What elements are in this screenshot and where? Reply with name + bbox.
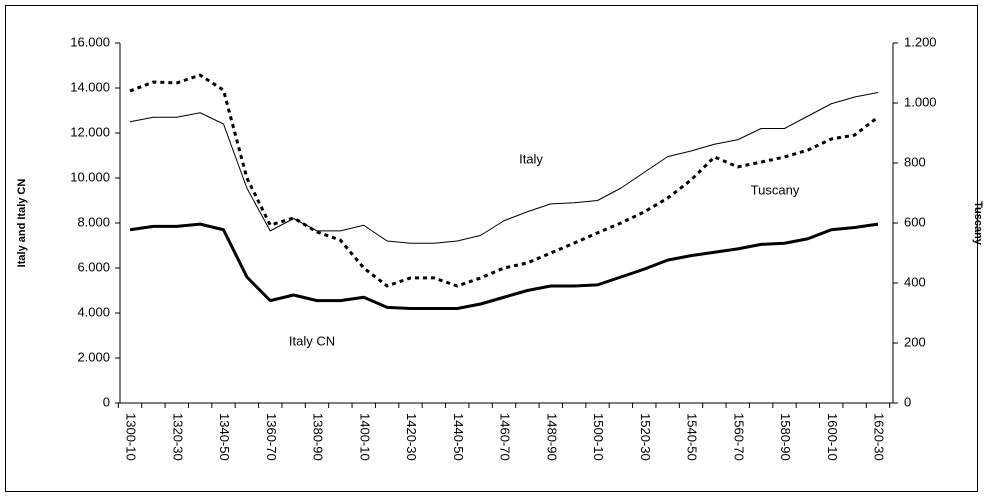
x-tick-label: 1300-10 [124,413,139,461]
y-tick-label: 8.000 [77,214,110,229]
y2-tick-label: 1.200 [904,34,937,49]
series-label: Italy [519,151,543,166]
x-tick-label: 1400-10 [357,413,372,461]
x-tick-label: 1540-50 [685,413,700,461]
y2-tick-label: 200 [904,334,926,349]
y-tick-label: 14.000 [70,79,110,94]
series-label: Tuscany [751,182,800,197]
x-tick-label: 1560-70 [731,413,746,461]
x-tick-label: 1360-70 [264,413,279,461]
series-line [129,92,879,244]
y2-axis-title: Tuscany [972,201,984,246]
x-tick-label: 1320-30 [170,413,185,461]
y2-tick-label: 400 [904,274,926,289]
x-tick-label: 1420-30 [404,413,419,461]
chart-border [5,5,978,492]
y2-tick-label: 600 [904,214,926,229]
x-tick-label: 1340-50 [217,413,232,461]
x-tick-label: 1460-70 [498,413,513,461]
y-tick-label: 0 [103,394,110,409]
y-tick-label: 6.000 [77,259,110,274]
x-tick-label: 1500-10 [591,413,606,461]
series-line [129,73,879,288]
y-tick-label: 10.000 [70,169,110,184]
x-tick-label: 1580-90 [778,413,793,461]
y2-tick-label: 0 [904,394,911,409]
x-tick-label: 1440-50 [451,413,466,461]
y-tick-label: 16.000 [70,34,110,49]
y-tick-label: 2.000 [77,349,110,364]
x-tick-label: 1620-30 [872,413,887,461]
x-tick-label: 1520-30 [638,413,653,461]
y-axis-title: Italy and Italy CN [16,179,28,268]
x-tick-label: 1600-10 [825,413,840,461]
y2-tick-label: 800 [904,154,926,169]
x-tick-label: 1480-90 [544,413,559,461]
y-tick-label: 4.000 [77,304,110,319]
y-tick-label: 12.000 [70,124,110,139]
series-label: Italy CN [289,333,335,348]
series-line [129,222,879,310]
y2-tick-label: 1.000 [904,94,937,109]
x-tick-label: 1380-90 [311,413,326,461]
